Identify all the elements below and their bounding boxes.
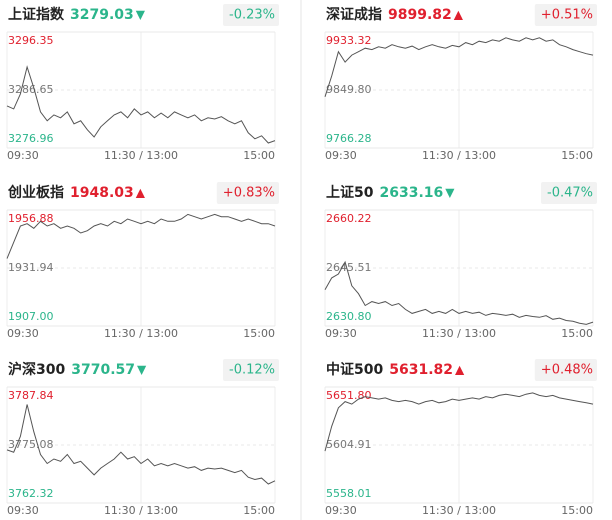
- change-percent: +0.48%: [541, 363, 593, 378]
- y-tick-label: 1931.94: [8, 261, 54, 274]
- direction-arrow: ▲: [454, 8, 464, 22]
- y-tick-label: 9766.28: [326, 132, 372, 145]
- change-badge: [223, 359, 279, 381]
- y-tick-label: 3286.65: [8, 83, 54, 96]
- y-tick-label: 5604.91: [326, 438, 372, 451]
- change-percent: -0.23%: [229, 8, 275, 23]
- index-name: 创业板指: [7, 184, 64, 201]
- y-tick-label: 3762.32: [8, 487, 54, 500]
- price-line: [324, 37, 594, 97]
- x-tick-label: 15:00: [243, 327, 275, 340]
- change-badge: [541, 182, 597, 204]
- y-tick-label: 2645.51: [326, 261, 372, 274]
- x-tick-label: 15:00: [561, 327, 593, 340]
- price-line: [324, 392, 594, 452]
- y-tick-label: 1956.88: [8, 212, 54, 225]
- index-name: 中证500: [326, 361, 383, 378]
- y-tick-label: 2660.22: [326, 212, 372, 225]
- y-tick-label: 9933.32: [326, 34, 372, 47]
- y-tick-label: 3775.08: [8, 438, 54, 451]
- index-name: 上证50: [326, 185, 374, 201]
- change-badge: [534, 359, 597, 381]
- direction-arrow: ▼: [445, 186, 455, 200]
- x-tick-label: 09:30: [325, 327, 357, 340]
- x-tick-label: 11:30 / 13:00: [422, 149, 496, 162]
- index-price: 3770.57: [71, 362, 135, 378]
- change-badge: [223, 4, 279, 26]
- index-name: 上证指数: [8, 6, 65, 23]
- x-tick-label: 11:30 / 13:00: [422, 504, 496, 517]
- direction-arrow: ▼: [136, 8, 146, 22]
- x-tick-label: 11:30 / 13:00: [104, 327, 178, 340]
- y-tick-label: 3787.84: [8, 389, 54, 402]
- change-percent: -0.12%: [229, 363, 275, 378]
- x-tick-label: 09:30: [7, 504, 39, 517]
- y-tick-label: 5558.01: [326, 487, 372, 500]
- change-percent: +0.83%: [223, 186, 275, 201]
- y-tick-label: 9849.80: [326, 83, 372, 96]
- index-price: 2633.16: [379, 185, 443, 201]
- x-tick-label: 11:30 / 13:00: [422, 327, 496, 340]
- x-tick-label: 09:30: [325, 149, 357, 162]
- price-line: [6, 213, 276, 259]
- price-line: [6, 65, 276, 144]
- direction-arrow: ▲: [136, 186, 146, 200]
- index-price: 5631.82: [389, 362, 453, 378]
- x-tick-label: 15:00: [561, 504, 593, 517]
- index-price: 9899.82: [388, 7, 452, 23]
- x-tick-label: 09:30: [7, 327, 39, 340]
- x-tick-label: 09:30: [7, 149, 39, 162]
- change-percent: +0.51%: [541, 8, 593, 23]
- x-tick-label: 09:30: [325, 504, 357, 517]
- direction-arrow: ▼: [137, 363, 147, 377]
- y-tick-label: 3296.35: [8, 34, 54, 47]
- index-name: 沪深300: [8, 361, 65, 378]
- index-price: 3279.03: [70, 7, 134, 23]
- y-tick-label: 2630.80: [326, 310, 372, 323]
- change-badge: [534, 4, 597, 26]
- price-line: [324, 260, 594, 325]
- y-tick-label: 1907.00: [8, 310, 54, 323]
- direction-arrow: ▲: [455, 363, 465, 377]
- x-tick-label: 11:30 / 13:00: [104, 149, 178, 162]
- price-line: [6, 404, 276, 485]
- index-name: 深证成指: [326, 6, 382, 23]
- x-tick-label: 15:00: [561, 149, 593, 162]
- y-tick-label: 5651.80: [326, 389, 372, 402]
- change-badge: [216, 182, 279, 204]
- index-price: 1948.03: [70, 185, 134, 201]
- x-tick-label: 15:00: [243, 149, 275, 162]
- y-tick-label: 3276.96: [8, 132, 54, 145]
- change-percent: -0.47%: [547, 186, 593, 201]
- x-tick-label: 15:00: [243, 504, 275, 517]
- x-tick-label: 11:30 / 13:00: [104, 504, 178, 517]
